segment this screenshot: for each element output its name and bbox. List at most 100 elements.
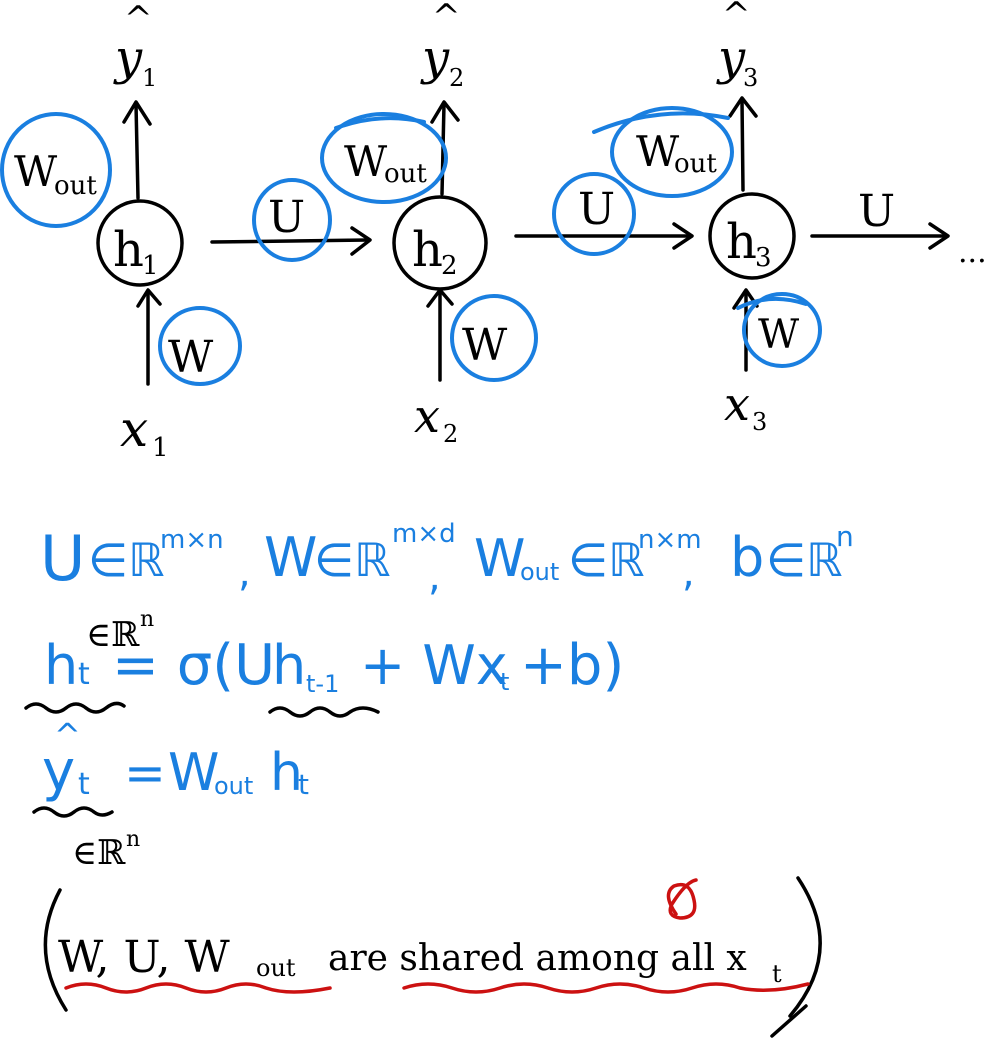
output-hat-1: ^ <box>124 0 153 39</box>
note-shared-params-sub: out <box>256 954 296 982</box>
eq2-lhs-sub: t <box>78 657 90 692</box>
output-y2: y <box>420 30 450 86</box>
eq1-U-in: ∈ℝ <box>88 533 165 587</box>
output-hat-2: ^ <box>432 0 461 37</box>
input-x2-sub: 2 <box>443 420 458 448</box>
highlight-wout-2 <box>320 112 448 204</box>
eq1-W: W <box>264 526 317 589</box>
eq1-Wout: W <box>474 529 525 589</box>
output-weight-label-1: W <box>14 147 58 196</box>
node-h1-sub: 1 <box>142 251 159 281</box>
eq2-annotation-sup: n <box>140 607 154 632</box>
output-y1-sub: 1 <box>142 64 157 92</box>
highlight-u-1 <box>252 178 332 262</box>
input-weight-label-3: W <box>758 312 799 358</box>
note-red-underline-2 <box>402 982 810 994</box>
eq1-sep-3: , <box>682 550 695 596</box>
input-x1-sub: 1 <box>152 433 169 463</box>
recurrent-arrow-2 <box>514 222 694 250</box>
eq2-wavy-underline-1 <box>24 701 126 714</box>
output-arrow-3 <box>728 96 758 192</box>
eq-output: ^ y t = W out h t ∈ℝ n <box>32 716 309 873</box>
recurrent-arrow-1 <box>210 226 372 256</box>
node-h3-label: h <box>726 214 757 270</box>
output-weight-label-3-sub: out <box>674 149 717 179</box>
highlight-wout-1 <box>0 112 112 228</box>
highlight-w-1 <box>158 306 242 386</box>
eq2-rhs-h-sub: t-1 <box>306 670 339 698</box>
note-text-sub: t <box>772 960 782 988</box>
output-weight-label-1-sub: out <box>54 171 97 201</box>
eq2-rhs-x-sub: t <box>500 668 509 696</box>
eq3-lhs: y <box>42 739 75 804</box>
node-h3-sub: 3 <box>755 243 772 273</box>
input-x3: x <box>724 377 750 431</box>
eq-dimensions: U ∈ℝ m×n , W ∈ℝ m×d , W out ∈ℝ n×m , b ∈… <box>40 519 854 600</box>
eq2-rhs-a: = σ(U <box>112 633 275 698</box>
input-x3-sub: 3 <box>752 408 767 436</box>
eq1-b-dim: n <box>836 520 854 553</box>
weight-highlights <box>0 106 822 386</box>
eq3-rhs-h-sub: t <box>298 768 309 801</box>
input-x1: x <box>120 400 148 458</box>
note-red-underline-1 <box>64 982 332 994</box>
input-weight-label-2: W <box>462 320 508 371</box>
recurrent-weight-label-2: U <box>578 184 615 235</box>
ellipsis: ... <box>958 235 987 270</box>
input-arrow-2 <box>426 288 454 382</box>
eq3-annotation-sup: n <box>126 827 140 852</box>
highlight-wout-3-tail <box>592 111 730 134</box>
input-arrow-1 <box>136 288 162 386</box>
note-right-paren <box>788 876 822 1018</box>
note-paren-tail <box>770 1004 808 1038</box>
eq2-wavy-underline-2 <box>268 706 380 718</box>
eq2-lhs: h <box>44 634 78 697</box>
highlight-w-3 <box>742 292 822 368</box>
output-weight-label-2-sub: out <box>384 159 427 189</box>
eq3-wavy-underline <box>32 806 114 818</box>
highlight-u-2 <box>552 172 636 256</box>
note-text: are shared among all x <box>328 938 747 979</box>
highlight-wout-2-tail <box>334 116 426 130</box>
highlight-w-2 <box>450 294 538 382</box>
node-h2-label: h <box>412 222 443 278</box>
node-h1-label: h <box>113 222 144 278</box>
eq3-lhs-sub: t <box>78 767 90 802</box>
input-x2: x <box>414 389 440 443</box>
eq1-U: U <box>40 522 85 595</box>
eq3-hat: ^ <box>54 716 81 754</box>
eq3-rhs-h: h <box>270 743 303 803</box>
node-h3-circle <box>708 192 796 280</box>
eq1-sep-2: , <box>428 554 441 600</box>
output-hat-3: ^ <box>722 0 751 35</box>
eq1-Wout-in: ∈ℝ <box>568 533 645 587</box>
eq1-Wout-dim: n×m <box>638 525 702 555</box>
eq3-annotation: ∈ℝ <box>72 833 126 873</box>
recurrent-weight-label-1: U <box>268 192 305 243</box>
eq1-Wout-sub: out <box>520 558 559 586</box>
recurrent-arrow-3 <box>810 222 950 250</box>
eq2-annotation: ∈ℝ <box>86 615 140 655</box>
note-shared-params: W, U, W <box>58 932 231 983</box>
node-h1-circle <box>96 199 184 287</box>
eq3-eq: = <box>124 744 166 802</box>
eq3-rhs-W-sub: out <box>214 772 253 800</box>
eq1-W-in: ∈ℝ <box>314 533 391 587</box>
eq1-U-dim: m×n <box>160 525 224 555</box>
eq-hidden-update: ∈ℝ n h t = σ(U h t-1 + Wx t +b) <box>24 607 624 718</box>
highlight-w-3-tail <box>736 296 808 310</box>
note-red-star-mark <box>666 878 698 920</box>
output-y3: y <box>716 30 746 86</box>
eq2-rhs-b: + Wx <box>360 634 508 697</box>
eq1-sep-1: , <box>238 550 251 596</box>
output-y1: y <box>113 30 143 86</box>
recurrent-weight-label-3: U <box>858 186 895 237</box>
eq2-rhs-c: +b) <box>520 633 624 698</box>
node-h2-sub: 2 <box>441 251 458 281</box>
output-weight-label-3: W <box>636 127 680 176</box>
eq1-b: b <box>730 526 764 589</box>
note-left-paren <box>43 888 68 1012</box>
eq3-rhs-W: W <box>168 743 219 803</box>
